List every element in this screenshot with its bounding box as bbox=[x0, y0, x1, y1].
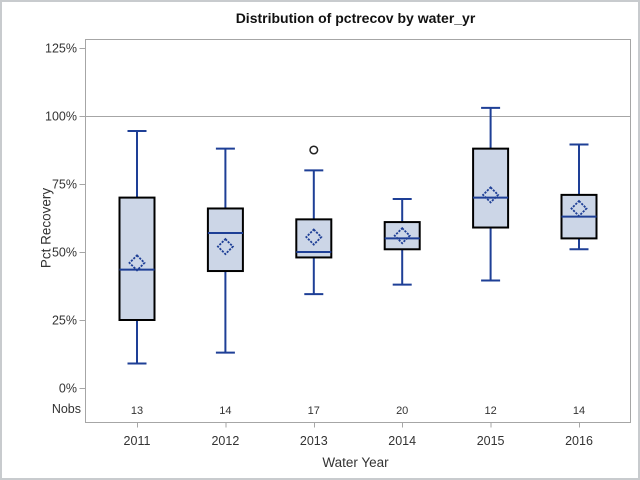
chart-title: Distribution of pctrecov by water_yr bbox=[235, 10, 476, 26]
x-tick-label-2012: 2012 bbox=[211, 434, 239, 448]
y-tick-label: 0% bbox=[59, 381, 77, 395]
y-tick-label: 50% bbox=[52, 245, 77, 259]
iqr-box-2012 bbox=[206, 207, 244, 273]
nobs-row-label: Nobs bbox=[51, 402, 81, 416]
nobs-value-2016: 14 bbox=[573, 405, 585, 417]
outlier-marker-2013 bbox=[309, 145, 319, 155]
nobs-value-2012: 14 bbox=[219, 405, 231, 417]
iqr-box-2011 bbox=[118, 196, 156, 322]
x-tick-label-2013: 2013 bbox=[300, 434, 328, 448]
mean-diamond-2013 bbox=[305, 228, 323, 246]
mean-diamond-2012 bbox=[216, 237, 235, 256]
mean-diamond-2011 bbox=[128, 254, 146, 272]
nobs-value-2013: 17 bbox=[308, 405, 320, 417]
x-tick-label-2014: 2014 bbox=[388, 434, 416, 448]
x-tick-label-2011: 2011 bbox=[124, 434, 151, 448]
y-tick-label: 25% bbox=[52, 313, 77, 327]
mean-diamond-2016 bbox=[570, 199, 588, 218]
y-tick-label: 100% bbox=[45, 109, 77, 123]
y-tick-label: 125% bbox=[45, 41, 77, 55]
plot-wall bbox=[85, 39, 631, 423]
nobs-value-2011: 13 bbox=[131, 405, 143, 417]
nobs-value-2015: 12 bbox=[484, 405, 496, 417]
x-tick-label-2015: 2015 bbox=[477, 434, 505, 448]
nobs-value-2014: 20 bbox=[396, 405, 408, 417]
mean-diamond-2014 bbox=[393, 226, 411, 245]
y-tick-label: 75% bbox=[52, 177, 77, 191]
x-axis-title: Water Year bbox=[322, 455, 389, 470]
iqr-box-2014 bbox=[383, 221, 421, 251]
x-tick-label-2016: 2016 bbox=[565, 434, 593, 448]
mean-diamond-2015 bbox=[481, 186, 500, 204]
